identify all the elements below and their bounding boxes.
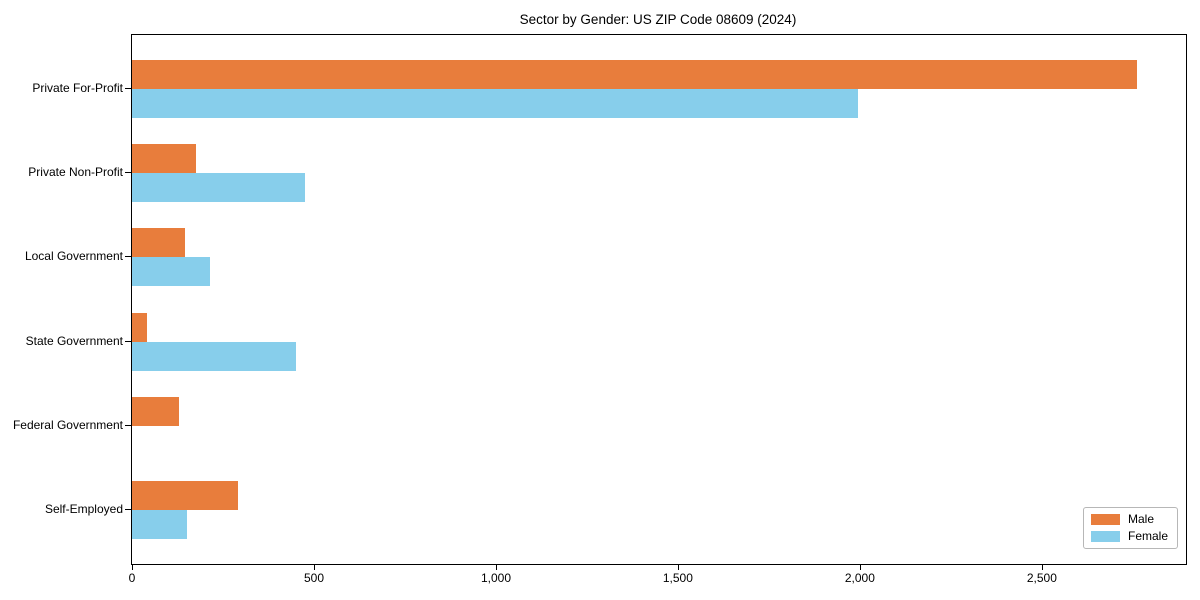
y-tick-label-self-employed: Self-Employed [44,502,123,516]
y-tick-label-local-government: Local Government [24,249,123,264]
y-tick-mark [125,172,131,174]
x-tick-label-2500: 2,500 [1026,571,1057,585]
x-tick-mark [677,564,679,570]
y-tick-mark [125,256,131,258]
chart-title: Sector by Gender: US ZIP Code 08609 (202… [519,12,797,27]
x-tick-label-1000: 1,000 [480,571,512,585]
y-tick-mark [125,509,131,510]
x-tick-label-500: 500 [303,571,325,585]
bar-female-state-government [132,341,296,371]
x-tick-mark [859,564,861,570]
legend-item-female: Female [1090,529,1168,543]
legend-label-female: Female [1127,529,1168,543]
x-tick-mark [496,564,497,570]
bar-male-private-non-profit [132,144,196,174]
x-tick-label-2000: 2,000 [844,571,875,585]
x-tick-label-1500: 1,500 [662,571,693,585]
legend-item-male: Male [1090,512,1168,526]
female-legend-swatch [1090,531,1120,542]
bar-male-local-government [132,228,185,258]
bar-female-self-employed [132,510,187,539]
y-tick-mark [125,340,131,342]
y-tick-label-private-non-profit: Private Non-Profit [28,165,123,180]
legend-label-male: Male [1127,512,1154,526]
x-tick-label-0: 0 [128,571,136,585]
bar-female-local-government [132,257,211,287]
male-legend-swatch [1090,514,1120,525]
y-tick-label-state-government: State Government [25,333,123,348]
y-tick-label-private-for-profit: Private For-Profit [32,81,123,95]
x-tick-mark [1041,564,1043,570]
y-tick-mark [125,88,131,89]
bar-male-private-for-profit [132,60,1137,89]
bar-male-federal-government [132,396,180,426]
bar-male-state-government [132,312,147,342]
y-tick-label-federal-government: Federal Government [12,417,123,432]
bar-female-private-for-profit [132,89,859,118]
plot-area: Male Female [131,34,1187,565]
y-tick-mark [125,424,131,426]
x-tick-mark [314,564,315,570]
bar-female-private-non-profit [132,173,305,203]
legend: Male Female [1082,507,1178,549]
x-tick-mark [132,564,133,570]
bar-male-self-employed [132,481,238,510]
